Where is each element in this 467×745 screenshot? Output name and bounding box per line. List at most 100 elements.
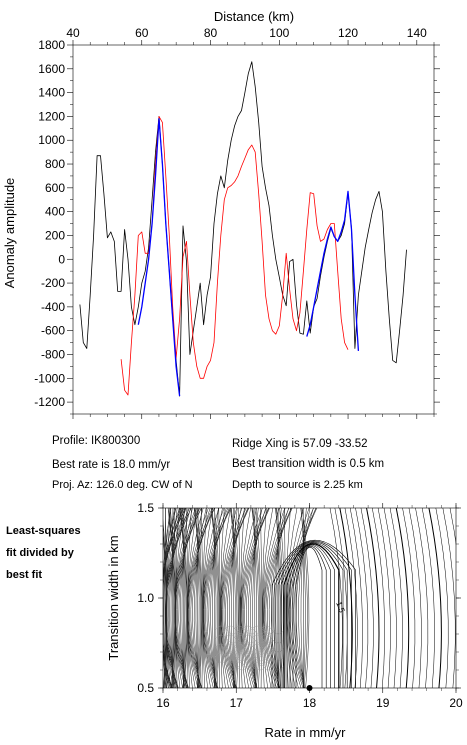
contour-line xyxy=(182,508,188,688)
contour-line xyxy=(214,508,220,688)
contour-line xyxy=(263,508,286,688)
contour-line xyxy=(214,634,240,644)
contour-line xyxy=(377,508,391,688)
contour-line xyxy=(255,508,262,688)
side-label-line-1: Least-squares xyxy=(6,525,81,537)
contour-line xyxy=(276,508,284,688)
y-tick-label: -400 xyxy=(41,300,65,314)
contour-line xyxy=(240,508,251,688)
y-tick-label: -1200 xyxy=(34,395,65,409)
depth-label: Depth to source is 2.25 km xyxy=(232,479,363,491)
y-tick-label: 600 xyxy=(45,181,65,195)
bottom-x-tick-label: 18 xyxy=(303,696,317,710)
contour-line xyxy=(220,508,243,688)
contour-line xyxy=(165,508,168,688)
y-tick-label: 800 xyxy=(45,157,65,171)
contour-line xyxy=(206,508,230,688)
contour-line xyxy=(223,652,249,662)
contour-line xyxy=(246,508,269,688)
best-width-label: Best transition width is 0.5 km xyxy=(232,458,385,470)
x-tick-label: 40 xyxy=(66,26,80,40)
ridge-xing-label: Ridge Xing is 57.09 -33.52 xyxy=(232,438,368,450)
contour-line xyxy=(264,508,290,688)
contour-line xyxy=(221,508,247,688)
contour-line xyxy=(435,508,449,688)
side-label-line-3: best fit xyxy=(6,569,43,581)
contour-line xyxy=(208,508,227,688)
contour-line xyxy=(214,652,240,662)
x-tick-label: 80 xyxy=(204,26,218,40)
contour-line xyxy=(250,634,276,644)
bottom-y-axis-title: Transition width in km xyxy=(106,535,121,660)
contour-line xyxy=(205,508,231,688)
contour-line xyxy=(286,544,335,688)
fit-segment-line-1 xyxy=(137,118,181,397)
x-tick-label: 100 xyxy=(269,26,289,40)
bottom-x-tick-label: 20 xyxy=(449,696,463,710)
contour-line xyxy=(277,541,348,688)
contour-line xyxy=(250,661,276,671)
contour-line xyxy=(223,643,249,653)
contour-line xyxy=(175,508,202,688)
contour-line xyxy=(232,661,258,671)
y-tick-label: -800 xyxy=(41,347,65,361)
contour-line xyxy=(248,508,266,688)
y-tick-label: -1000 xyxy=(34,371,65,385)
contour-line xyxy=(442,508,456,688)
contour-line xyxy=(287,508,304,688)
bottom-x-tick-label: 19 xyxy=(376,696,390,710)
contour-line xyxy=(240,508,258,688)
contour-line xyxy=(275,508,282,688)
contour-line xyxy=(274,540,352,688)
best-rate-label: Best rate is 18.0 mm/yr xyxy=(52,459,171,471)
contour-line xyxy=(293,508,317,688)
bottom-x-tick-label: 17 xyxy=(230,696,244,710)
contour-line xyxy=(214,661,240,671)
side-label: Least-squares fit divided by best fit xyxy=(6,520,81,586)
contour-line xyxy=(262,508,274,688)
contour-line xyxy=(449,508,456,545)
side-label-line-2: fit divided by xyxy=(6,547,74,559)
contour-line xyxy=(271,540,356,688)
bottom-x-tick-label: 16 xyxy=(156,696,170,710)
contour-line xyxy=(223,634,249,644)
contour-line xyxy=(280,542,344,688)
contour-line xyxy=(225,508,248,688)
contour-line xyxy=(233,508,240,688)
contour-line xyxy=(329,508,343,688)
contour-line xyxy=(275,508,283,688)
proj-az-label: Proj. Az: 126.0 deg. CW of N xyxy=(52,479,193,491)
contour-line xyxy=(232,643,258,653)
contour-line xyxy=(421,508,435,688)
contour-line xyxy=(169,508,174,688)
contour-line xyxy=(189,508,215,688)
contour-line xyxy=(252,508,259,688)
contour-line xyxy=(220,508,231,688)
contour-line xyxy=(287,508,310,688)
contour-line xyxy=(366,508,380,688)
profile-label: Profile: IK800300 xyxy=(52,435,141,447)
contour-line xyxy=(284,508,286,688)
contour-line xyxy=(349,508,363,688)
contour-line xyxy=(260,508,262,688)
contour-line xyxy=(270,508,289,688)
y-tick-label: 1600 xyxy=(38,62,65,76)
contour-line xyxy=(202,508,219,688)
contour-line xyxy=(210,508,218,688)
contour-line xyxy=(250,625,276,635)
contour-line xyxy=(164,508,190,688)
contour-line xyxy=(242,508,270,688)
contour-line xyxy=(174,508,200,688)
fit-segment-line-2 xyxy=(306,190,360,351)
contour-line xyxy=(262,508,280,688)
contour-line xyxy=(241,625,267,635)
bottom-x-axis-title: Rate in mm/yr xyxy=(265,725,347,740)
contour-line xyxy=(232,652,258,662)
contour-line xyxy=(196,508,203,688)
contour-line xyxy=(175,508,202,688)
x-tick-label: 60 xyxy=(135,26,149,40)
contour-line xyxy=(211,508,219,688)
contour-line xyxy=(210,508,223,688)
contour-line xyxy=(241,634,267,644)
top-plot-frame xyxy=(72,44,435,415)
